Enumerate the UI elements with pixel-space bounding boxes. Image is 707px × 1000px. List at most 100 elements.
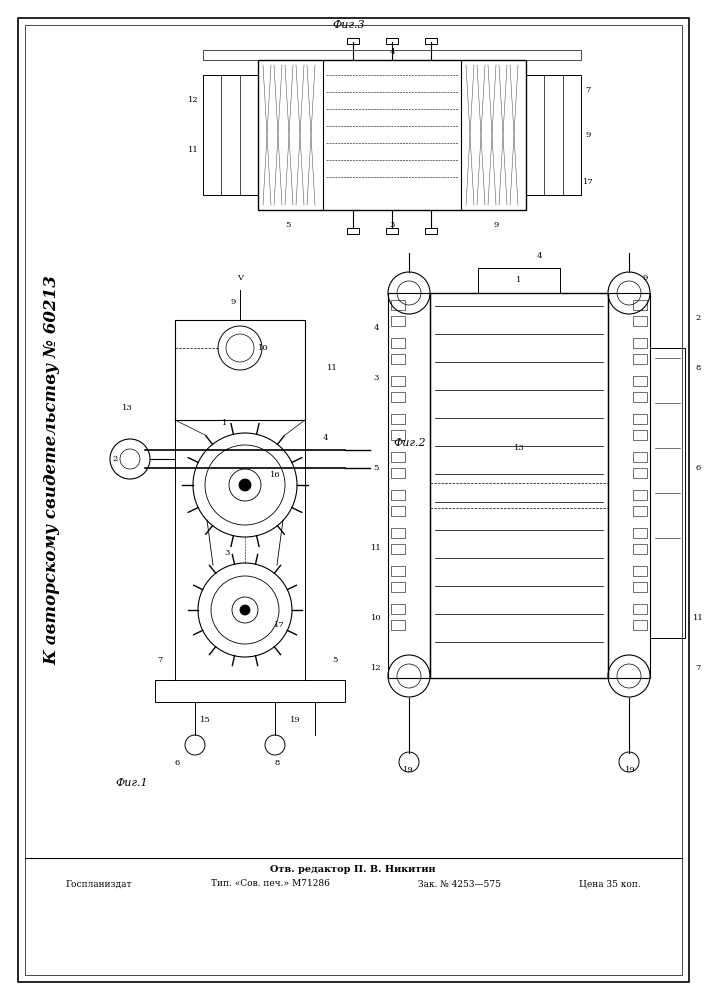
Text: 5: 5 (286, 221, 291, 229)
Text: 12: 12 (187, 96, 198, 104)
Bar (391, 490, 405, 500)
Bar (258, 60, 526, 210)
Bar (478, 268, 560, 293)
Text: V: V (237, 274, 243, 282)
Bar (633, 620, 647, 630)
Bar (650, 348, 685, 638)
Text: Госпланиздат: Госпланиздат (65, 880, 132, 888)
Bar (388, 293, 430, 678)
Bar (633, 506, 647, 516)
Bar (391, 392, 405, 402)
Bar (347, 228, 359, 234)
Text: 8: 8 (695, 364, 701, 372)
Bar (391, 316, 405, 326)
Bar (526, 75, 581, 195)
Bar (633, 354, 647, 364)
Bar (425, 228, 437, 234)
Text: 3: 3 (373, 374, 379, 382)
Bar (633, 468, 647, 478)
Text: 4: 4 (322, 434, 328, 442)
Text: 10: 10 (257, 344, 269, 352)
Bar (633, 582, 647, 592)
Text: 19: 19 (624, 766, 636, 774)
Text: Фиг.3: Фиг.3 (332, 20, 365, 30)
Text: 3: 3 (224, 549, 230, 557)
Bar (391, 430, 405, 440)
Bar (633, 430, 647, 440)
Text: 11: 11 (370, 544, 381, 552)
Bar (633, 338, 647, 348)
Text: 7: 7 (695, 664, 701, 672)
Text: 6: 6 (696, 464, 701, 472)
Bar (633, 604, 647, 614)
Circle shape (240, 605, 250, 615)
Bar (391, 468, 405, 478)
Text: 11: 11 (327, 364, 337, 372)
Text: 7: 7 (585, 86, 590, 94)
Bar (386, 38, 398, 44)
Bar (633, 316, 647, 326)
Text: Фиг.1: Фиг.1 (115, 778, 148, 788)
Bar (391, 354, 405, 364)
Text: 13: 13 (122, 404, 132, 412)
Bar (391, 506, 405, 516)
Text: 3: 3 (390, 221, 395, 229)
Text: 6: 6 (175, 759, 180, 767)
Text: 12: 12 (370, 664, 381, 672)
Bar (391, 604, 405, 614)
Bar (633, 490, 647, 500)
Text: 4: 4 (373, 324, 379, 332)
Text: 2: 2 (696, 314, 701, 322)
Bar (175, 320, 305, 420)
Bar (633, 528, 647, 538)
Text: 11: 11 (187, 146, 199, 154)
Bar (391, 544, 405, 554)
Text: 5: 5 (332, 656, 338, 664)
Text: 1: 1 (222, 419, 228, 427)
Bar (391, 376, 405, 386)
Text: 10: 10 (370, 614, 381, 622)
Bar (391, 414, 405, 424)
Bar (391, 452, 405, 462)
Bar (430, 293, 608, 678)
Text: 9: 9 (585, 131, 590, 139)
Text: Отв. редактор П. В. Никитин: Отв. редактор П. В. Никитин (270, 864, 436, 874)
Bar (425, 38, 437, 44)
Text: 5: 5 (373, 464, 379, 472)
Text: 19: 19 (402, 766, 414, 774)
Bar (391, 528, 405, 538)
Text: 17: 17 (274, 621, 284, 629)
Bar (633, 392, 647, 402)
Text: 15: 15 (199, 716, 211, 724)
Bar (391, 300, 405, 310)
Text: 7: 7 (158, 656, 163, 664)
Text: 4: 4 (536, 252, 542, 260)
Text: 17: 17 (583, 178, 593, 186)
Bar (155, 680, 345, 702)
Text: 9: 9 (493, 221, 498, 229)
Text: 9: 9 (643, 274, 648, 282)
Text: 13: 13 (513, 444, 525, 452)
Bar (633, 544, 647, 554)
Circle shape (239, 479, 251, 491)
Text: Цена 35 коп.: Цена 35 коп. (579, 880, 641, 888)
Text: Тип. «Сов. печ.» М71286: Тип. «Сов. печ.» М71286 (211, 880, 329, 888)
Text: Фиг.2: Фиг.2 (393, 438, 426, 448)
Bar (608, 293, 650, 678)
Bar (633, 376, 647, 386)
Bar (391, 582, 405, 592)
Bar (391, 620, 405, 630)
Bar (203, 50, 581, 60)
Text: 4: 4 (390, 48, 395, 56)
Bar (633, 300, 647, 310)
Text: 2: 2 (112, 455, 117, 463)
Text: 9: 9 (230, 298, 235, 306)
Text: 19: 19 (290, 716, 300, 724)
Text: 1: 1 (516, 276, 522, 284)
Bar (386, 228, 398, 234)
Text: Зак. № 4253—575: Зак. № 4253—575 (419, 880, 501, 888)
Bar (633, 414, 647, 424)
Bar (391, 338, 405, 348)
Bar (347, 38, 359, 44)
Bar (203, 75, 258, 195)
